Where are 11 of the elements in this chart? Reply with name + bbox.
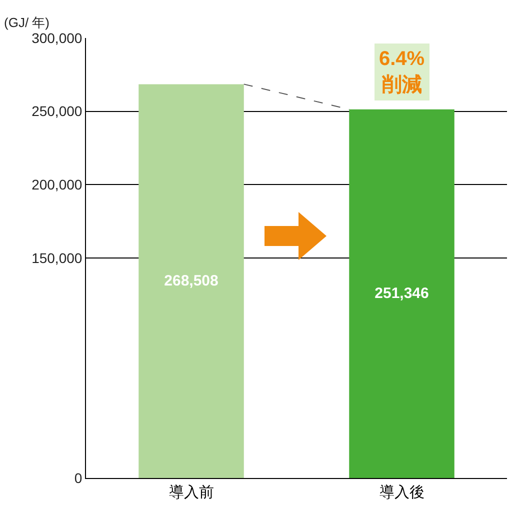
y-tick-label: 200,000 bbox=[32, 176, 82, 193]
y-axis-title: (GJ/ 年) bbox=[4, 15, 50, 30]
y-tick-label: 250,000 bbox=[32, 103, 82, 120]
y-tick-label: 0 bbox=[74, 470, 82, 486]
x-tick-label: 導入前 bbox=[168, 484, 214, 501]
data-label: 251,346 bbox=[374, 285, 429, 302]
x-tick-label: 導入後 bbox=[379, 484, 424, 501]
y-tick-label: 150,000 bbox=[32, 250, 82, 266]
data-label: 268,508 bbox=[164, 272, 218, 290]
y-tick-label: 300,000 bbox=[32, 30, 82, 46]
annotation: 6.4% 削減 bbox=[379, 48, 425, 96]
